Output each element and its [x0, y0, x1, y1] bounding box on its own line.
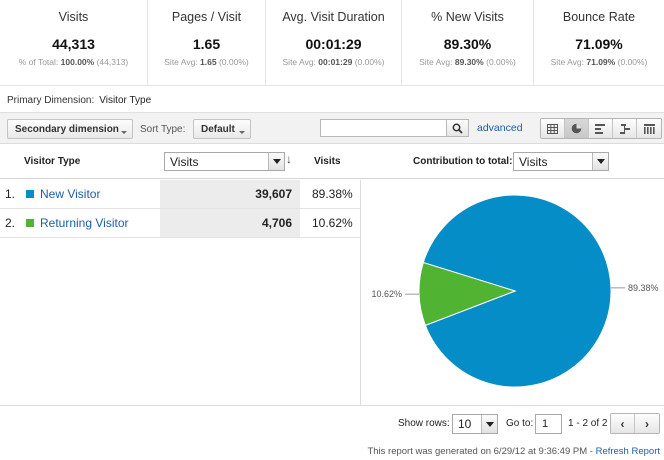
show-rows-label: Show rows:	[398, 418, 450, 429]
show-rows-select[interactable]: 10	[452, 414, 498, 434]
row-range: 1 - 2 of 2	[568, 418, 608, 429]
legend-swatch-new-visitor	[26, 190, 34, 198]
metric-subtext: Site Avg: 1.65 (0.00%)	[164, 57, 249, 67]
row-value: 39,607	[160, 180, 300, 208]
chevron-left-icon: ‹	[620, 416, 625, 431]
sort-type-value: Default	[201, 123, 235, 135]
table-header: Visitor Type Visits ↓ Visits Contributio…	[0, 145, 664, 179]
row-value: 4,706	[160, 209, 300, 237]
primary-dimension: Primary Dimension: Visitor Type	[7, 95, 151, 106]
metric-subtext: Site Avg: 00:01:29 (0.00%)	[282, 57, 385, 67]
row-percent: 89.38%	[312, 187, 353, 201]
sort-type-label: Sort Type:	[140, 124, 186, 135]
pivot-view-button[interactable]	[637, 119, 661, 138]
row-link-new-visitor[interactable]: New Visitor	[40, 187, 101, 201]
caret-down-icon	[121, 131, 127, 134]
pie-slice-returning-visitor[interactable]	[418, 261, 517, 327]
metric-value: 1.65	[192, 36, 221, 52]
metric-title: Pages / Visit	[171, 10, 242, 24]
next-page-button[interactable]: ›	[635, 414, 659, 433]
table-row: 2. Returning Visitor 4,706 10.62%	[0, 209, 360, 238]
pie-icon	[571, 123, 582, 134]
pagination: ‹ ›	[610, 413, 660, 434]
advanced-link[interactable]: advanced	[477, 122, 523, 134]
comparison-icon	[620, 123, 630, 134]
search-input[interactable]	[320, 119, 447, 137]
sort-descending-icon[interactable]: ↓	[286, 152, 292, 166]
pivot-icon	[643, 123, 655, 134]
row-percent: 10.62%	[312, 216, 353, 230]
search-button[interactable]	[447, 119, 469, 137]
column-header-visitor-type[interactable]: Visitor Type	[24, 156, 81, 167]
metric-avg-visit-duration: Avg. Visit Duration 00:01:29 Site Avg: 0…	[266, 0, 402, 85]
pie-label: 89.38%	[628, 283, 659, 293]
table-toolbar: Secondary dimension Sort Type: Default a…	[0, 112, 664, 144]
legend-swatch-returning-visitor	[26, 219, 34, 227]
summary-metrics: Visits 44,313 % of Total: 100.00% (44,31…	[0, 0, 664, 86]
chevron-right-icon: ›	[645, 416, 649, 431]
secondary-dimension-label: Secondary dimension	[15, 123, 119, 135]
pie-view-button[interactable]	[565, 119, 589, 138]
report-generated-note: This report was generated on 6/29/12 at …	[367, 446, 660, 457]
row-link-returning-visitor[interactable]: Returning Visitor	[40, 216, 129, 230]
goto-label: Go to:	[506, 418, 534, 429]
contribution-label: Contribution to total:	[413, 156, 513, 167]
metric-pages-per-visit: Pages / Visit 1.65 Site Avg: 1.65 (0.00%…	[148, 0, 266, 85]
metric-visits: Visits 44,313 % of Total: 100.00% (44,31…	[0, 0, 148, 85]
sort-type-button[interactable]: Default	[193, 119, 251, 139]
performance-view-button[interactable]	[589, 119, 613, 138]
dropdown-arrow-icon	[268, 153, 284, 170]
contribution-select-value: Visits	[519, 154, 548, 169]
dropdown-arrow-icon	[592, 153, 608, 170]
row-number: 2.	[5, 216, 16, 230]
metric-select[interactable]: Visits	[164, 152, 285, 171]
metric-subtext: % of Total: 100.00% (44,313)	[18, 57, 129, 67]
metric-select-value: Visits	[170, 154, 199, 169]
comparison-view-button[interactable]	[613, 119, 637, 138]
view-switcher	[540, 118, 662, 139]
table-row: 1. New Visitor 39,607 89.38%	[0, 180, 360, 209]
column-header-visits[interactable]: Visits	[314, 156, 341, 167]
metric-bounce-rate: Bounce Rate 71.09% Site Avg: 71.09% (0.0…	[534, 0, 664, 85]
pie-slice-new-visitor[interactable]	[422, 194, 612, 388]
metric-title: % New Visits	[431, 10, 504, 24]
metric-value: 00:01:29	[305, 36, 362, 52]
footer-divider	[0, 405, 664, 406]
metric-value: 89.30%	[443, 36, 492, 52]
generated-text: This report was generated on 6/29/12 at …	[367, 446, 593, 457]
metric-new-visits: % New Visits 89.30% Site Avg: 89.30% (0.…	[402, 0, 534, 85]
refresh-report-link[interactable]: Refresh Report	[595, 446, 660, 457]
caret-down-icon	[239, 131, 245, 134]
pie-label: 10.62%	[372, 289, 403, 299]
primary-dimension-value[interactable]: Visitor Type	[99, 95, 152, 106]
goto-page-input[interactable]: 1	[535, 414, 562, 434]
metric-subtext: Site Avg: 71.09% (0.00%)	[550, 57, 648, 67]
table-view-button[interactable]	[541, 119, 565, 138]
primary-dimension-label: Primary Dimension:	[7, 95, 95, 106]
performance-icon	[595, 123, 605, 134]
secondary-dimension-button[interactable]: Secondary dimension	[7, 119, 133, 139]
metric-title: Bounce Rate	[562, 10, 636, 24]
search-icon	[452, 123, 463, 134]
table-icon	[547, 123, 558, 134]
metric-subtext: Site Avg: 89.30% (0.00%)	[419, 57, 516, 67]
metric-title: Visits	[58, 10, 89, 24]
column-divider	[360, 180, 361, 405]
show-rows-value: 10	[458, 417, 472, 431]
row-number: 1.	[5, 187, 16, 201]
dropdown-arrow-icon	[481, 415, 497, 433]
metric-value: 44,313	[52, 36, 95, 52]
metric-title: Avg. Visit Duration	[282, 10, 385, 24]
contribution-select[interactable]: Visits	[513, 152, 609, 171]
metric-value: 71.09%	[575, 36, 623, 52]
contribution-pie-chart: 89.38% 10.62%	[372, 194, 659, 388]
previous-page-button[interactable]: ‹	[611, 414, 635, 433]
